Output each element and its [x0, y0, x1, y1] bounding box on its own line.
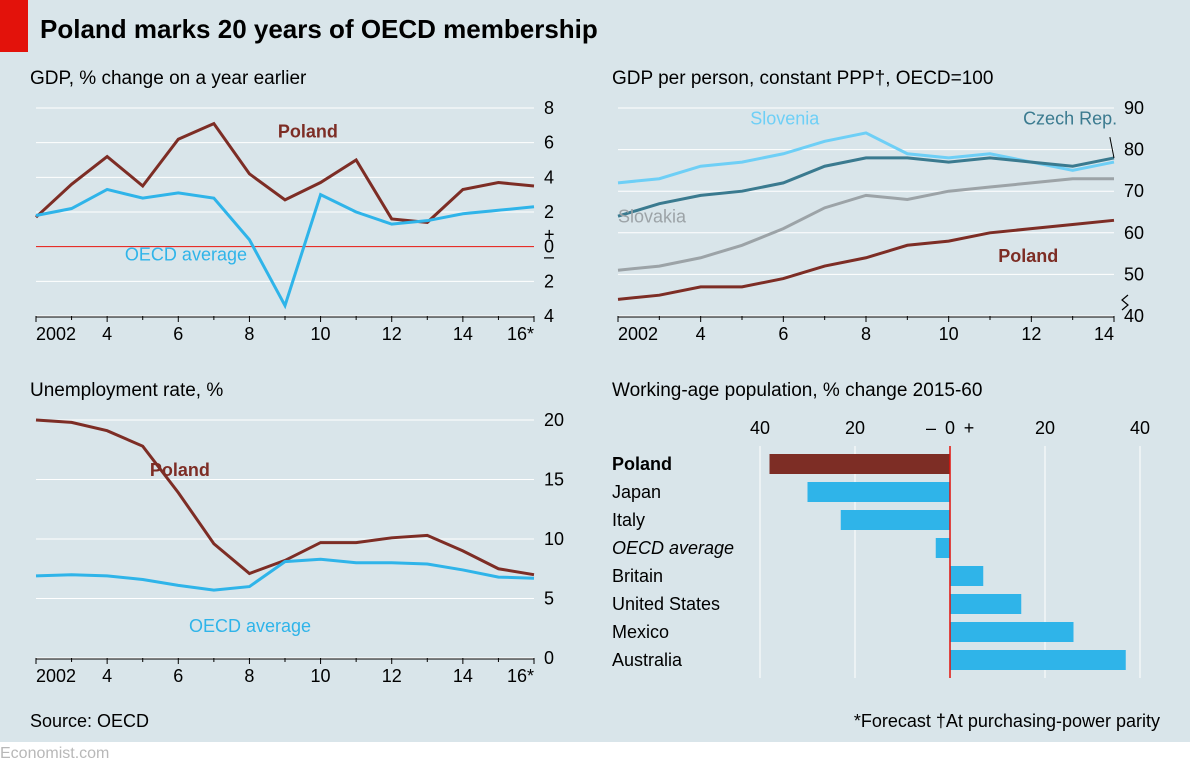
svg-text:+: + — [964, 418, 975, 438]
source-label: Source: OECD — [30, 711, 149, 732]
svg-text:2002: 2002 — [36, 666, 76, 686]
svg-text:90: 90 — [1124, 98, 1144, 118]
svg-text:16*: 16* — [507, 324, 534, 344]
svg-text:United States: United States — [612, 594, 720, 614]
watermark: Economist.com — [0, 745, 109, 763]
svg-text:2002: 2002 — [618, 324, 658, 344]
svg-text:12: 12 — [382, 324, 402, 344]
svg-text:14: 14 — [1094, 324, 1114, 344]
svg-text:Poland: Poland — [998, 246, 1058, 266]
svg-text:0: 0 — [544, 648, 554, 668]
chart3-title: Unemployment rate, % — [30, 380, 580, 402]
svg-text:10: 10 — [544, 529, 564, 549]
chart2-title: GDP per person, constant PPP†, OECD=100 — [612, 68, 1160, 90]
svg-text:20: 20 — [1035, 418, 1055, 438]
chart-gdp-growth: GDP, % change on a year earlier 8642024+… — [30, 68, 580, 355]
svg-text:4: 4 — [102, 666, 112, 686]
svg-text:2002: 2002 — [36, 324, 76, 344]
svg-text:6: 6 — [544, 133, 554, 153]
svg-text:4: 4 — [544, 167, 554, 187]
svg-text:6: 6 — [173, 324, 183, 344]
svg-text:15: 15 — [544, 470, 564, 490]
svg-text:14: 14 — [453, 666, 473, 686]
svg-text:10: 10 — [939, 324, 959, 344]
svg-text:–: – — [544, 247, 554, 267]
svg-text:80: 80 — [1124, 140, 1144, 160]
svg-text:12: 12 — [1021, 324, 1041, 344]
svg-text:OECD average: OECD average — [189, 616, 311, 636]
svg-text:4: 4 — [102, 324, 112, 344]
svg-text:40: 40 — [1130, 418, 1150, 438]
svg-text:50: 50 — [1124, 264, 1144, 284]
svg-text:10: 10 — [311, 666, 331, 686]
chart-unemployment: Unemployment rate, % 20 15 10 5 0 2002 4 6 8 10 12… — [30, 380, 580, 697]
chart-container: Poland marks 20 years of OECD membership… — [0, 0, 1190, 742]
svg-text:10: 10 — [311, 324, 331, 344]
svg-text:OECD average: OECD average — [612, 538, 734, 558]
svg-text:Australia: Australia — [612, 650, 683, 670]
svg-text:+: + — [544, 225, 555, 245]
svg-text:16*: 16* — [507, 666, 534, 686]
svg-text:12: 12 — [382, 666, 402, 686]
svg-text:20: 20 — [544, 410, 564, 430]
svg-text:OECD average: OECD average — [125, 245, 247, 265]
svg-text:Poland: Poland — [612, 454, 672, 474]
svg-text:70: 70 — [1124, 181, 1144, 201]
red-accent-tab — [0, 0, 28, 52]
svg-text:6: 6 — [173, 666, 183, 686]
svg-text:Italy: Italy — [612, 510, 645, 530]
main-title: Poland marks 20 years of OECD membership — [40, 14, 598, 45]
svg-text:4: 4 — [696, 324, 706, 344]
svg-text:40: 40 — [750, 418, 770, 438]
svg-text:Poland: Poland — [150, 460, 210, 480]
chart-working-age-pop: Working-age population, % change 2015-60… — [612, 380, 1160, 707]
svg-text:Czech Rep.: Czech Rep. — [1023, 109, 1117, 129]
footnote: *Forecast †At purchasing-power parity — [854, 711, 1160, 732]
svg-text:5: 5 — [544, 589, 554, 609]
svg-text:20: 20 — [845, 418, 865, 438]
svg-text:6: 6 — [778, 324, 788, 344]
svg-text:Poland: Poland — [278, 121, 338, 141]
svg-text:0: 0 — [945, 418, 955, 438]
svg-text:2: 2 — [544, 271, 554, 291]
svg-text:Mexico: Mexico — [612, 622, 669, 642]
svg-text:40: 40 — [1124, 306, 1144, 326]
chart4-title: Working-age population, % change 2015-60 — [612, 380, 1160, 402]
svg-text:2: 2 — [544, 202, 554, 222]
svg-text:8: 8 — [544, 98, 554, 118]
svg-text:Britain: Britain — [612, 566, 663, 586]
chart-gdp-per-person: GDP per person, constant PPP†, OECD=100 … — [612, 68, 1160, 355]
svg-text:4: 4 — [544, 306, 554, 326]
svg-text:8: 8 — [244, 324, 254, 344]
svg-text:Japan: Japan — [612, 482, 661, 502]
chart1-title: GDP, % change on a year earlier — [30, 68, 580, 90]
svg-text:–: – — [926, 418, 936, 438]
svg-text:Slovakia: Slovakia — [618, 206, 687, 226]
svg-text:Slovenia: Slovenia — [750, 109, 820, 129]
svg-text:60: 60 — [1124, 223, 1144, 243]
svg-text:14: 14 — [453, 324, 473, 344]
svg-text:8: 8 — [244, 666, 254, 686]
svg-text:8: 8 — [861, 324, 871, 344]
